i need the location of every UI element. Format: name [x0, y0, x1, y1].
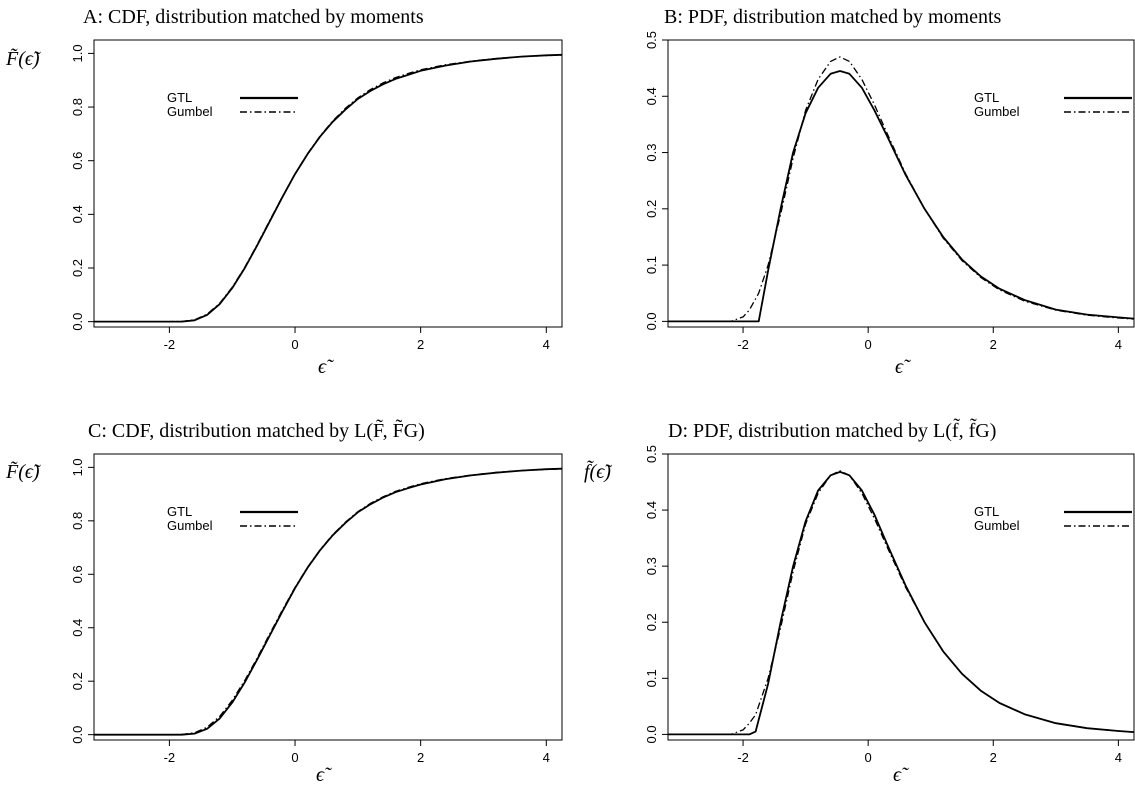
y-tick-label: 0.0: [70, 726, 85, 744]
y-tick-label: 0.6: [70, 565, 85, 583]
y-tick-label: 0.4: [70, 619, 85, 637]
panel-c-ylabel: F̃(ϵ̃): [5, 460, 41, 483]
panel-d-title: D: PDF, distribution matched by L(f̃, f̃…: [668, 417, 996, 442]
y-tick-label: 0.4: [70, 205, 85, 223]
y-tick-label: 1.0: [70, 44, 85, 62]
x-tick-label: 2: [990, 337, 997, 352]
series-line-gumbel: [94, 54, 563, 323]
y-tick-label: 0.5: [644, 31, 659, 49]
panel-a-ylabel: F̃(ϵ̃): [5, 47, 41, 70]
x-tick-label: -2: [737, 337, 749, 352]
x-tick-label: 4: [1115, 337, 1122, 352]
legend-label-gtl: GTL: [974, 90, 999, 105]
legend-label-gtl: GTL: [167, 504, 192, 519]
panel-d-ylabel: f̃(ϵ̃): [584, 459, 612, 483]
x-tick-label: 0: [865, 750, 872, 765]
y-tick-label: 0.0: [644, 725, 659, 743]
y-tick-label: 0.0: [644, 312, 659, 330]
y-tick-label: 0.4: [644, 87, 659, 105]
x-tick-label: 4: [543, 750, 550, 765]
y-tick-label: 0.2: [644, 613, 659, 631]
y-tick-label: 0.8: [70, 98, 85, 116]
plot-frame: [93, 39, 563, 328]
series-line-gtl: [668, 70, 1135, 323]
panel-a-title: A: CDF, distribution matched by moments: [83, 6, 424, 28]
panel-b-xlabel: ϵ̃: [895, 356, 911, 378]
y-tick-label: 0.4: [644, 501, 659, 519]
series-line-gumbel: [668, 56, 1135, 323]
plot-frame: [93, 453, 563, 741]
y-tick-label: 1.0: [70, 458, 85, 476]
series-line-gumbel: [94, 468, 563, 736]
legend-label-gumbel: Gumbel: [974, 518, 1020, 533]
panel-d-xlabel: ϵ̃: [893, 764, 909, 786]
panel-b: B: PDF, distribution matched by moments …: [644, 6, 1135, 378]
panel-c-xlabel: ϵ̃: [316, 764, 332, 786]
plot-frame: [667, 39, 1135, 328]
y-tick-label: 0.3: [644, 144, 659, 162]
legend-label-gtl: GTL: [974, 504, 999, 519]
x-tick-label: 2: [990, 750, 997, 765]
y-tick-label: 0.5: [644, 445, 659, 463]
panel-b-title: B: PDF, distribution matched by moments: [664, 6, 1002, 28]
x-tick-label: 2: [417, 750, 424, 765]
x-tick-label: -2: [164, 337, 176, 352]
y-tick-label: 0.1: [644, 256, 659, 274]
panel-d: D: PDF, distribution matched by L(f̃, f̃…: [584, 417, 1135, 786]
panel-a: A: CDF, distribution matched by moments …: [5, 6, 563, 378]
x-tick-label: 0: [291, 750, 298, 765]
plot-frame: [667, 453, 1135, 741]
series-line-gtl: [94, 53, 563, 323]
y-tick-label: 0.8: [70, 512, 85, 530]
series-line-gumbel: [668, 470, 1135, 736]
x-tick-label: -2: [164, 750, 176, 765]
x-tick-label: 2: [417, 337, 424, 352]
y-tick-label: 0.0: [70, 313, 85, 331]
panel-a-xlabel: ϵ̃: [318, 356, 334, 378]
legend-label-gumbel: Gumbel: [974, 104, 1020, 119]
y-tick-label: 0.2: [70, 672, 85, 690]
y-tick-label: 0.1: [644, 669, 659, 687]
x-tick-label: 4: [543, 337, 550, 352]
x-tick-label: 0: [291, 337, 298, 352]
x-tick-label: -2: [737, 750, 749, 765]
panel-c: C: CDF, distribution matched by L(F̃, F̃…: [5, 418, 563, 786]
y-tick-label: 0.2: [644, 200, 659, 218]
legend-label-gumbel: Gumbel: [167, 518, 213, 533]
x-tick-label: 4: [1115, 750, 1122, 765]
series-line-gtl: [94, 467, 563, 736]
panel-c-title: C: CDF, distribution matched by L(F̃, F̃…: [88, 418, 425, 442]
y-tick-label: 0.6: [70, 152, 85, 170]
y-tick-label: 0.2: [70, 259, 85, 277]
y-tick-label: 0.3: [644, 557, 659, 575]
legend-label-gtl: GTL: [167, 90, 192, 105]
x-tick-label: 0: [865, 337, 872, 352]
legend-label-gumbel: Gumbel: [167, 104, 213, 119]
